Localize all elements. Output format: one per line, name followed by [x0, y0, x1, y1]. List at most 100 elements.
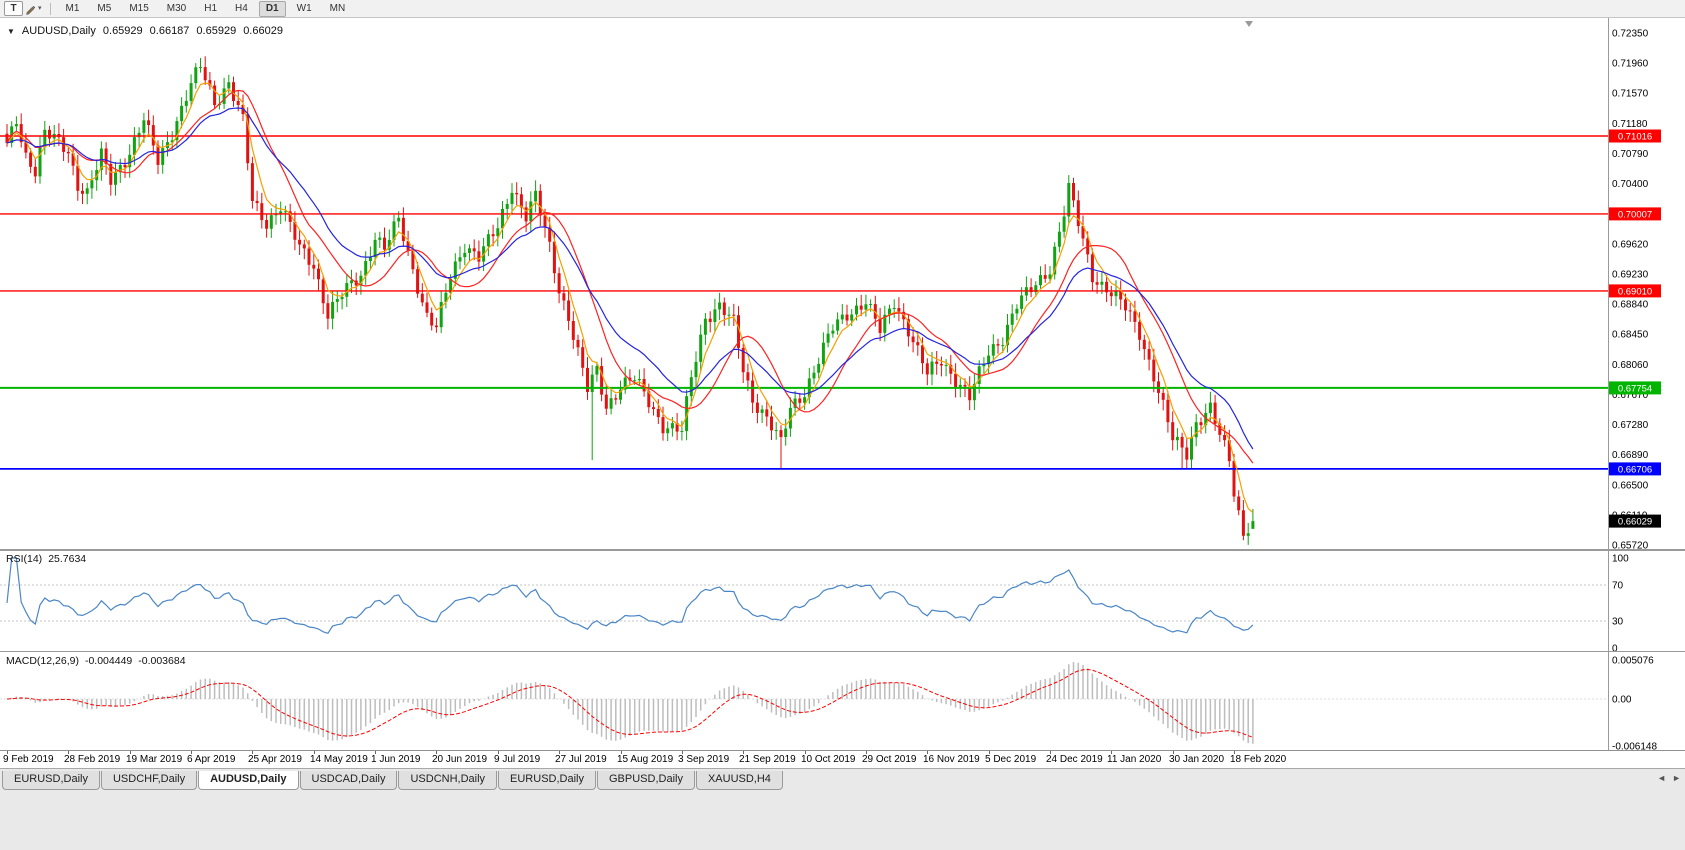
date-tick [1050, 751, 1051, 754]
date-tick [191, 751, 192, 754]
date-axis-label: 20 Jun 2019 [432, 754, 488, 765]
rsi-panel-svg[interactable]: 100 70 30 0 [0, 550, 1685, 652]
date-axis-label: 10 Oct 2019 [801, 754, 856, 765]
price-level-line-0.71016[interactable]: 0.71016 [0, 129, 1661, 143]
chart-tab-eurusd-daily[interactable]: EURUSD,Daily [498, 771, 596, 790]
date-axis-label: 15 Aug 2019 [617, 754, 674, 765]
chart-tab-audusd-daily[interactable]: AUDUSD,Daily [198, 771, 299, 790]
main-chart-svg[interactable]: 0.72350 0.71960 0.71570 0.71180 0.70790 0.704… [0, 18, 1685, 550]
text-tool-button[interactable]: T [4, 1, 23, 16]
date-axis-label: 3 Sep 2019 [678, 754, 730, 765]
rsi-axis-label: 30 [1612, 617, 1624, 628]
price-axis-label: 0.67280 [1612, 420, 1649, 431]
date-tick [1173, 751, 1174, 754]
price-level-line-0.67754[interactable]: 0.67754 [0, 381, 1661, 395]
chart-tab-eurusd-daily[interactable]: EURUSD,Daily [2, 771, 100, 790]
chart-tab-xauusd-h4[interactable]: XAUUSD,H4 [695, 771, 783, 790]
timeframe-button-m30[interactable]: M30 [160, 1, 193, 17]
macd-signal-line [6, 668, 1254, 738]
price-axis-label: 0.66890 [1612, 450, 1649, 461]
date-axis-label: 29 Oct 2019 [862, 754, 917, 765]
draw-tool-button[interactable]: ▾ [25, 1, 42, 16]
timeframe-button-mn[interactable]: MN [323, 1, 353, 17]
macd-histogram [10, 662, 1254, 744]
price-axis-label: 0.68060 [1612, 360, 1649, 371]
price-level-line-0.70007[interactable]: 0.70007 [0, 207, 1661, 221]
price-axis-label: 0.67670 [1612, 390, 1649, 401]
date-axis-label: 9 Feb 2019 [3, 754, 54, 765]
chart-shift-marker[interactable] [1245, 21, 1253, 27]
date-tick [743, 751, 744, 754]
ohlc-high: 0.66187 [149, 25, 190, 37]
chart-tab-gbpusd-daily[interactable]: GBPUSD,Daily [597, 771, 695, 790]
chart-tab-usdcad-daily[interactable]: USDCAD,Daily [299, 771, 398, 790]
date-tick [68, 751, 69, 754]
macd-axis-label: 0.00 [1612, 695, 1632, 706]
date-axis-label: 1 Jun 2019 [371, 754, 421, 765]
date-axis-label: 11 Jan 2020 [1107, 754, 1162, 765]
rsi-line [6, 557, 1254, 635]
moving-average-21-line [6, 107, 1254, 450]
price-level-line-0.66706[interactable]: 0.66706 [0, 462, 1661, 476]
timeframe-button-w1[interactable]: W1 [290, 1, 319, 17]
price-level-line-0.69010[interactable]: 0.69010 [0, 284, 1661, 298]
chart-tab-usdchf-daily[interactable]: USDCHF,Daily [100, 771, 198, 790]
date-tick [130, 751, 131, 754]
timeframe-button-m1[interactable]: M1 [59, 1, 87, 17]
tabs-scroll-left-button[interactable]: ◄ [1657, 773, 1667, 783]
rsi-indicator-label: RSI(14) 25.7634 [6, 553, 86, 565]
price-axis-label: 0.71570 [1612, 89, 1649, 100]
timeframe-button-m5[interactable]: M5 [90, 1, 118, 17]
chart-tab-usdcnh-daily[interactable]: USDCNH,Daily [398, 771, 498, 790]
macd-axis-label: -0.006148 [1612, 742, 1657, 750]
candlestick-series [5, 56, 1255, 545]
date-axis-label: 21 Sep 2019 [739, 754, 796, 765]
tab-scroll-arrows: ◄ ► [1657, 773, 1681, 783]
svg-text:0.69010: 0.69010 [1618, 286, 1652, 297]
date-axis-label: 6 Apr 2019 [187, 754, 236, 765]
tabs-scroll-right-button[interactable]: ► [1672, 773, 1681, 783]
moving-average-5-line [6, 82, 1254, 514]
rsi-value: 25.7634 [48, 553, 87, 565]
timeframe-button-h4[interactable]: H4 [228, 1, 255, 17]
price-axis-label: 0.66500 [1612, 480, 1649, 491]
symbol-dropdown-icon[interactable]: ▼ [7, 26, 15, 36]
price-axis-label: 0.71180 [1612, 119, 1648, 130]
date-axis-label: 14 May 2019 [310, 754, 368, 765]
price-axis-label: 0.68840 [1612, 300, 1649, 311]
svg-text:0.71016: 0.71016 [1618, 132, 1652, 143]
date-axis-label: 16 Nov 2019 [923, 754, 980, 765]
price-axis-label: 0.70400 [1612, 179, 1649, 190]
date-tick [252, 751, 253, 754]
date-axis-label: 27 Jul 2019 [555, 754, 607, 765]
timeframe-button-h1[interactable]: H1 [197, 1, 224, 17]
price-axis-label: 0.65720 [1612, 541, 1649, 551]
moving-average-13-line [6, 89, 1254, 464]
status-area [0, 792, 1685, 850]
rsi-name: RSI(14) [6, 553, 43, 565]
date-axis-label: 25 Apr 2019 [248, 754, 302, 765]
price-axis-label: 0.69620 [1612, 239, 1649, 250]
date-tick [927, 751, 928, 754]
date-tick [314, 751, 315, 754]
timeframe-button-d1[interactable]: D1 [258, 0, 286, 17]
price-axis-label: 0.71960 [1612, 59, 1649, 70]
rsi-axis-label: 0 [1612, 644, 1618, 653]
toolbar: T ▾ M1 M5 M15 M30 H1 H4 D1 W1 MN [0, 0, 1685, 18]
svg-text:0.66706: 0.66706 [1618, 464, 1652, 475]
toolbar-separator [49, 2, 51, 15]
macd-signal-value: -0.003684 [138, 655, 186, 667]
timeframe-button-m15[interactable]: M15 [122, 1, 155, 17]
chart-tabs-bar: EURUSD,Daily USDCHF,Daily AUDUSD,Daily USDC… [0, 768, 1685, 792]
date-tick [621, 751, 622, 754]
date-tick [866, 751, 867, 754]
macd-main-value: -0.004449 [84, 655, 133, 667]
date-tick [498, 751, 499, 754]
svg-text:0.67754: 0.67754 [1618, 383, 1652, 394]
chart-title: ▼ AUDUSD,Daily 0.65929 0.66187 0.65929 0… [7, 25, 283, 37]
timeframe-group: M1 M5 M15 M30 H1 H4 D1 W1 MN [59, 0, 353, 17]
date-axis[interactable]: 9 Feb 2019 28 Feb 2019 19 Mar 2019 6 Apr 20… [0, 750, 1685, 768]
macd-panel-svg[interactable]: 0.005076 0.00 -0.006148 [0, 652, 1685, 750]
date-tick [805, 751, 806, 754]
